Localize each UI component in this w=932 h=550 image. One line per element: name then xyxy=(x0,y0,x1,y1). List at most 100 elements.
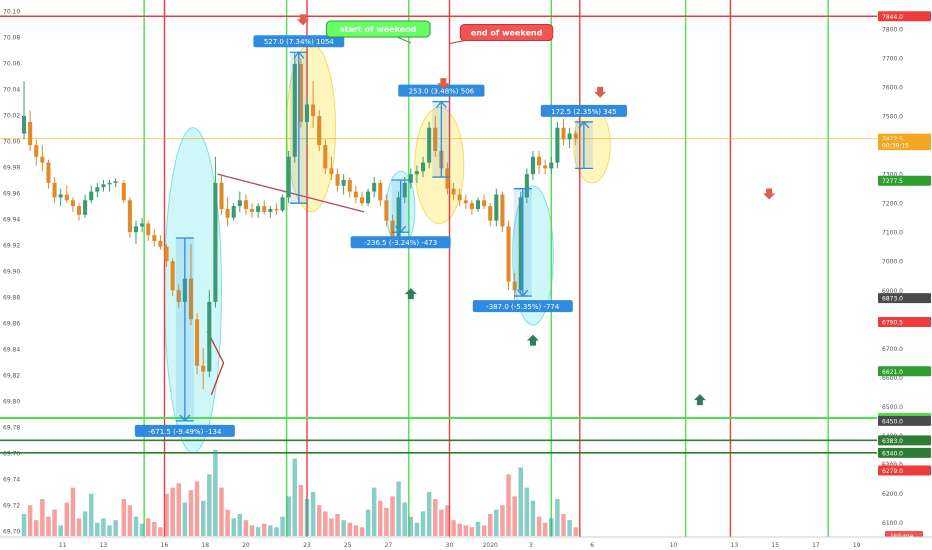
callout: end of weekend xyxy=(449,24,554,45)
volume-bar xyxy=(145,518,151,536)
price-badge xyxy=(878,293,931,304)
candle xyxy=(52,177,57,204)
volume-bar xyxy=(27,505,33,536)
candle xyxy=(311,81,316,128)
volume-bar xyxy=(158,527,163,536)
arrow-up-icon xyxy=(693,394,706,406)
volume-bar xyxy=(445,505,450,536)
measure-arrowhead xyxy=(578,120,590,129)
volume-bar xyxy=(170,487,175,536)
price-badge xyxy=(878,11,931,22)
candle xyxy=(451,182,456,201)
volume-bar xyxy=(88,493,94,536)
volume-bar xyxy=(107,525,112,536)
callout-text: end of weekend xyxy=(471,29,543,38)
candle xyxy=(317,110,322,151)
volume-bar xyxy=(243,520,249,536)
candle xyxy=(207,290,212,378)
measure-label: 172.5 (2.35%) 345 xyxy=(551,108,617,116)
candle xyxy=(530,150,535,180)
measure-label-box xyxy=(350,236,451,249)
arrow-down-icon xyxy=(437,78,450,90)
time-axis-tick: 17 xyxy=(812,542,820,549)
right-axis-tick: 7600.0 xyxy=(882,85,903,92)
right-axis-tick: 6200.0 xyxy=(882,491,903,498)
price-badge-text: 6873.0 xyxy=(882,296,903,303)
candle-body xyxy=(469,203,474,209)
volume-bar xyxy=(316,505,322,536)
candle-body xyxy=(396,197,401,239)
measure-label: 253.0 (3.48%) 506 xyxy=(409,88,475,96)
left-axis-tick: 70.02 xyxy=(3,113,20,120)
right-axis-tick: 6600.0 xyxy=(882,375,903,382)
candle-body xyxy=(543,165,548,169)
measure-label: -387.0 (-5.35%) -774 xyxy=(486,303,560,311)
time-axis-tick: 2020 xyxy=(483,542,498,549)
candle xyxy=(107,179,112,192)
candle-body xyxy=(64,194,69,201)
candle xyxy=(506,220,511,291)
price-badge xyxy=(878,175,931,186)
time-axis[interactable]: 11 13 16 18 20 23 25 27 30 2020 3 6 10 13 15 17 19 xyxy=(0,536,932,550)
candle-body xyxy=(347,179,352,192)
candle xyxy=(408,168,413,189)
left-axis-tick: 70.08 xyxy=(3,35,20,42)
candle xyxy=(488,203,493,227)
candle xyxy=(231,203,236,221)
time-axis-tick: 11 xyxy=(59,542,67,549)
measure-tool: 253.0 (3.48%) 506 xyxy=(398,84,485,178)
price-badge xyxy=(878,140,931,151)
price-badge-text: 7277.5 xyxy=(882,178,903,185)
candle xyxy=(195,313,200,375)
right-axis-tick: 6700.0 xyxy=(882,346,903,353)
price-badge xyxy=(878,317,931,328)
candle-body xyxy=(188,278,193,320)
candle-body xyxy=(176,290,181,302)
volume-bar xyxy=(127,505,133,536)
candle-body xyxy=(22,116,27,134)
candle xyxy=(402,177,407,204)
time-axis-tick: 20 xyxy=(242,542,250,549)
measure-label-box xyxy=(253,35,345,48)
volume-bar xyxy=(402,502,407,536)
volume-bar xyxy=(420,511,426,536)
volume-bar xyxy=(384,507,389,536)
left-axis-tick: 69.70 xyxy=(3,529,20,536)
measure-tool: -671.5 (-9.49%) -134 xyxy=(134,237,235,437)
candle-body xyxy=(390,220,395,239)
left-price-axis[interactable]: 70.10 70.08 70.06 70.04 70.02 70.00 69.98 69.96… xyxy=(3,9,20,536)
volume-bar xyxy=(433,499,438,536)
volume-bar xyxy=(121,499,127,536)
volume-bar xyxy=(46,516,51,536)
candle-body xyxy=(237,200,242,207)
volume-bar xyxy=(274,527,279,536)
candle-body xyxy=(28,121,33,146)
callout-text: start of weekend xyxy=(340,25,417,34)
candle xyxy=(34,139,39,166)
signal-arrows[interactable] xyxy=(296,14,776,406)
candle-body xyxy=(567,133,572,140)
volume-bar xyxy=(487,514,493,536)
right-price-axis[interactable]: 7800.07700.07600.07500.07400.07300.07200… xyxy=(877,0,932,550)
time-axis-tick: 18 xyxy=(201,542,209,549)
measure-arrowhead xyxy=(517,289,529,298)
candle xyxy=(537,150,542,175)
candle-body xyxy=(329,168,334,175)
measure-label-box xyxy=(398,84,485,97)
left-axis-tick: 69.76 xyxy=(3,451,20,458)
volume-bar xyxy=(52,509,57,536)
candle-body xyxy=(127,200,132,233)
candle xyxy=(83,194,88,218)
callout-labels[interactable]: start of weekend end of weekend xyxy=(325,20,554,45)
candle xyxy=(101,179,106,192)
measure-tool: -236.5 (-3.24%) -473 xyxy=(350,179,451,249)
volume-bar xyxy=(200,500,206,536)
left-axis-tick: 70.04 xyxy=(3,87,20,94)
left-axis-tick: 70.00 xyxy=(3,139,20,146)
time-axis-tick: 19 xyxy=(853,542,861,549)
candle-body xyxy=(366,191,371,204)
candle-body xyxy=(512,281,517,291)
measure-tools[interactable]: -671.5 (-9.49%) -134 527.0 (7.34%) 1054 -2… xyxy=(134,35,627,437)
candle xyxy=(445,162,450,195)
